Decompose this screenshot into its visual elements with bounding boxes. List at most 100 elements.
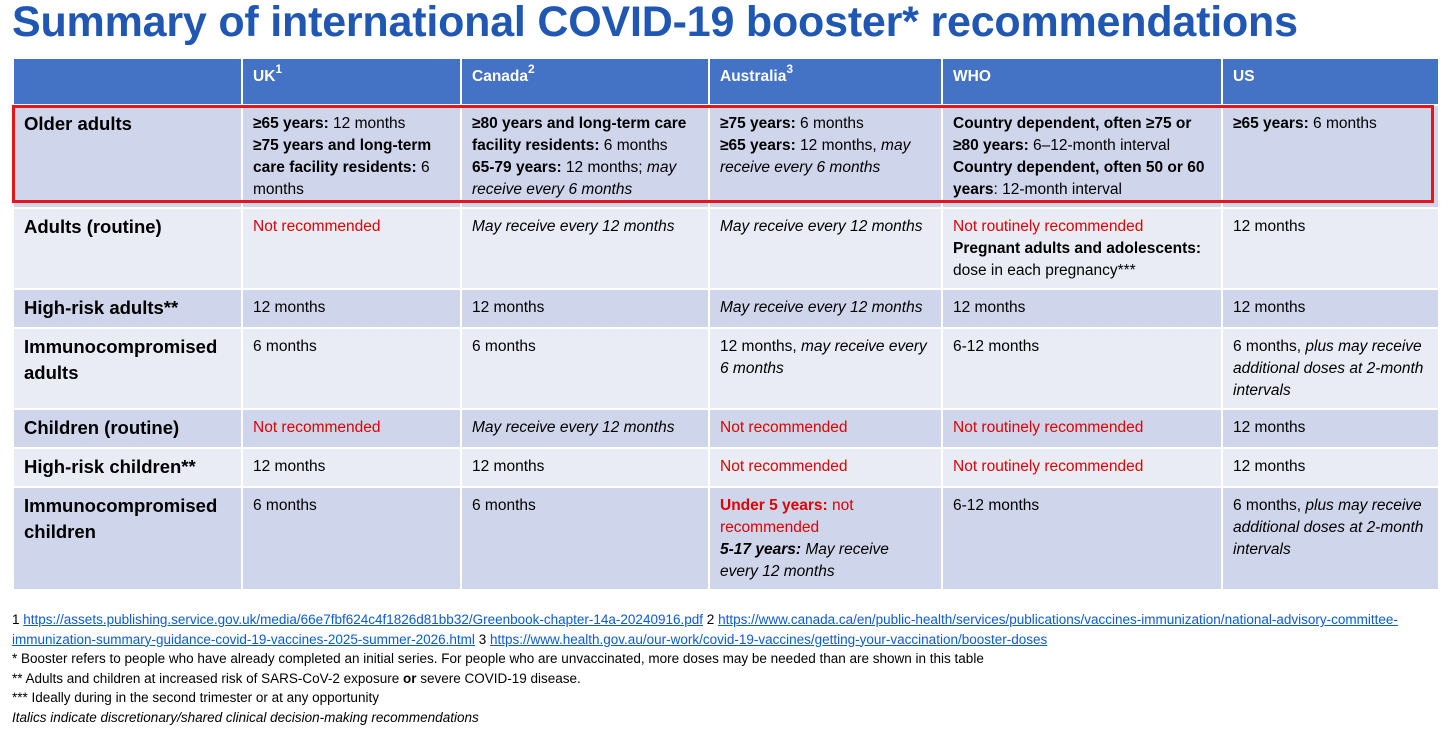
table-cell: ≥75 years: 6 months ≥65 years: 12 months,… (708, 104, 943, 209)
cell-text: Not recommended (720, 458, 848, 475)
row-label: Older adults (12, 104, 243, 209)
cell-text: : 12-month interval (993, 181, 1122, 198)
cell-line: 5-17 years: May receive every 12 months (720, 539, 931, 583)
table-cell: ≥65 years: 12 months ≥75 years and long-t… (241, 104, 462, 209)
cell-line: May receive every 12 months (472, 417, 698, 439)
table-cell: 12 months (1221, 207, 1440, 290)
table-cell: May receive every 12 months (708, 207, 943, 290)
table-cell: 12 months (1221, 408, 1440, 449)
cell-text: plus may receive additional doses at 2-m… (1233, 497, 1424, 558)
cell-text: 6-12 months (953, 338, 1040, 355)
table-cell: Not recommended (708, 408, 943, 449)
table-cell: 12 months, may receive every 6 months (708, 327, 943, 410)
cell-text: Not routinely recommended (953, 218, 1144, 235)
cell-text: 12 months (953, 299, 1026, 316)
cell-text: 65-79 years: (472, 159, 562, 176)
header-cell: US (1221, 57, 1440, 106)
table-cell: Not routinely recommended Pregnant adults… (941, 207, 1223, 290)
cell-text: May receive every 12 months (472, 419, 675, 436)
cell-text: 5-17 years: (720, 541, 802, 558)
ref-link-canada[interactable]: https://www.canada.ca/en/public-health/s… (12, 612, 1398, 647)
cell-line: ≥65 years: 12 months, may receive every … (720, 135, 931, 179)
table-cell: 6-12 months (941, 327, 1223, 410)
cell-line: May receive every 12 months (720, 297, 931, 319)
cell-line: ≥75 years: 6 months (720, 113, 931, 135)
table-cell: ≥65 years: 6 months (1221, 104, 1440, 209)
row-label: Immunocompromised children (12, 486, 243, 591)
ref-link-australia[interactable]: https://www.health.gov.au/our-work/covid… (489, 631, 1048, 647)
cell-text: 6 months (253, 159, 430, 198)
header-cell: WHO (941, 57, 1223, 106)
ref-number-2: 2 (706, 612, 715, 627)
cell-text: ≥80 years and long-term care facility re… (472, 115, 687, 154)
table-cell: 12 months (241, 288, 462, 329)
cell-text: 6–12-month interval (1028, 137, 1171, 154)
cell-line: 6 months (253, 495, 450, 517)
cell-text: Not routinely recommended (953, 458, 1144, 475)
header-label: WHO (953, 68, 991, 85)
cell-line: 65-79 years: 12 months; may receive ever… (472, 157, 698, 201)
cell-text: 12 months (1233, 419, 1306, 436)
cell-line: ≥65 years: 12 months (253, 113, 450, 135)
table-cell: 12 months (1221, 288, 1440, 329)
cell-line: 12 months (472, 297, 698, 319)
cell-line: ≥80 years and long-term care facility re… (472, 113, 698, 157)
footnotes: 1 https://assets.publishing.service.gov.… (12, 610, 1432, 727)
row-label: Immunocompromised adults (12, 327, 243, 410)
cell-text: 12 months (1233, 458, 1306, 475)
cell-line: Not recommended (253, 216, 450, 238)
cell-text: 6 months (253, 338, 317, 355)
footnote-high-risk-text-end: severe COVID-19 disease. (416, 670, 581, 686)
cell-text: 6 months (1308, 115, 1377, 132)
cell-text: dose in each pregnancy*** (953, 262, 1136, 279)
cell-text: Not recommended (720, 419, 848, 436)
cell-text: May receive every 12 months (720, 218, 923, 235)
ref-link-uk[interactable]: https://assets.publishing.service.gov.uk… (23, 612, 704, 627)
cell-line: 6-12 months (953, 495, 1211, 517)
table-row: High-risk children** 12 months 12 months No… (12, 447, 1440, 488)
cell-line: May receive every 12 months (720, 216, 931, 238)
row-label: Children (routine) (12, 408, 243, 449)
cell-line: 12 months (1233, 216, 1428, 238)
table-row: Older adults ≥65 years: 12 months ≥75 year… (12, 104, 1440, 209)
cell-text: 12 months (1233, 299, 1306, 316)
recommendations-table: UK1 Canada2 Australia3 WHO US Older adults ≥6… (12, 57, 1440, 591)
cell-line: Not recommended (253, 417, 450, 439)
cell-text: plus may receive additional doses at 2-m… (1233, 338, 1424, 399)
footnote-or: or (402, 670, 417, 686)
cell-line: 12 months (253, 456, 450, 478)
cell-line: 6 months, plus may receive additional do… (1233, 336, 1428, 402)
cell-line: Not routinely recommended (953, 417, 1211, 439)
cell-line: ≥65 years: 6 months (1233, 113, 1428, 135)
cell-text: 6 months (472, 338, 536, 355)
cell-text: may receive every 6 months (720, 338, 927, 377)
table-cell: 12 months (941, 288, 1223, 329)
cell-line: May receive every 12 months (472, 216, 698, 238)
table-row: Immunocompromised children 6 months 6 mont… (12, 486, 1440, 591)
table-header-row: UK1 Canada2 Australia3 WHO US (12, 57, 1440, 106)
table-cell: 6 months (460, 486, 710, 591)
cell-line: 12 months (953, 297, 1211, 319)
cell-line: Not routinely recommended (953, 216, 1211, 238)
cell-text: 12 months (253, 458, 326, 475)
cell-text: may receive every 6 months (720, 137, 911, 176)
cell-text: May receive every 12 months (472, 218, 675, 235)
table-cell: 12 months (460, 447, 710, 488)
cell-text: 6 months (472, 497, 536, 514)
row-label: High-risk children** (12, 447, 243, 488)
header-corner-cell (12, 57, 243, 106)
cell-text: 12 months (472, 458, 545, 475)
cell-text: 12 months; (561, 159, 647, 176)
page-title: Summary of international COVID-19 booste… (12, 0, 1298, 46)
table-cell: 6-12 months (941, 486, 1223, 591)
table-cell: 6 months (241, 327, 462, 410)
cell-line: 12 months (472, 456, 698, 478)
table-row: Adults (routine) Not recommended May recei… (12, 207, 1440, 290)
header-cell: Australia3 (708, 57, 943, 106)
cell-line: 12 months (1233, 417, 1428, 439)
cell-text: 12 months, (720, 338, 801, 355)
cell-text: ≥75 years: (720, 115, 796, 132)
table-cell: Not recommended (241, 207, 462, 290)
cell-line: 6 months (472, 495, 698, 517)
table-cell: May receive every 12 months (708, 288, 943, 329)
